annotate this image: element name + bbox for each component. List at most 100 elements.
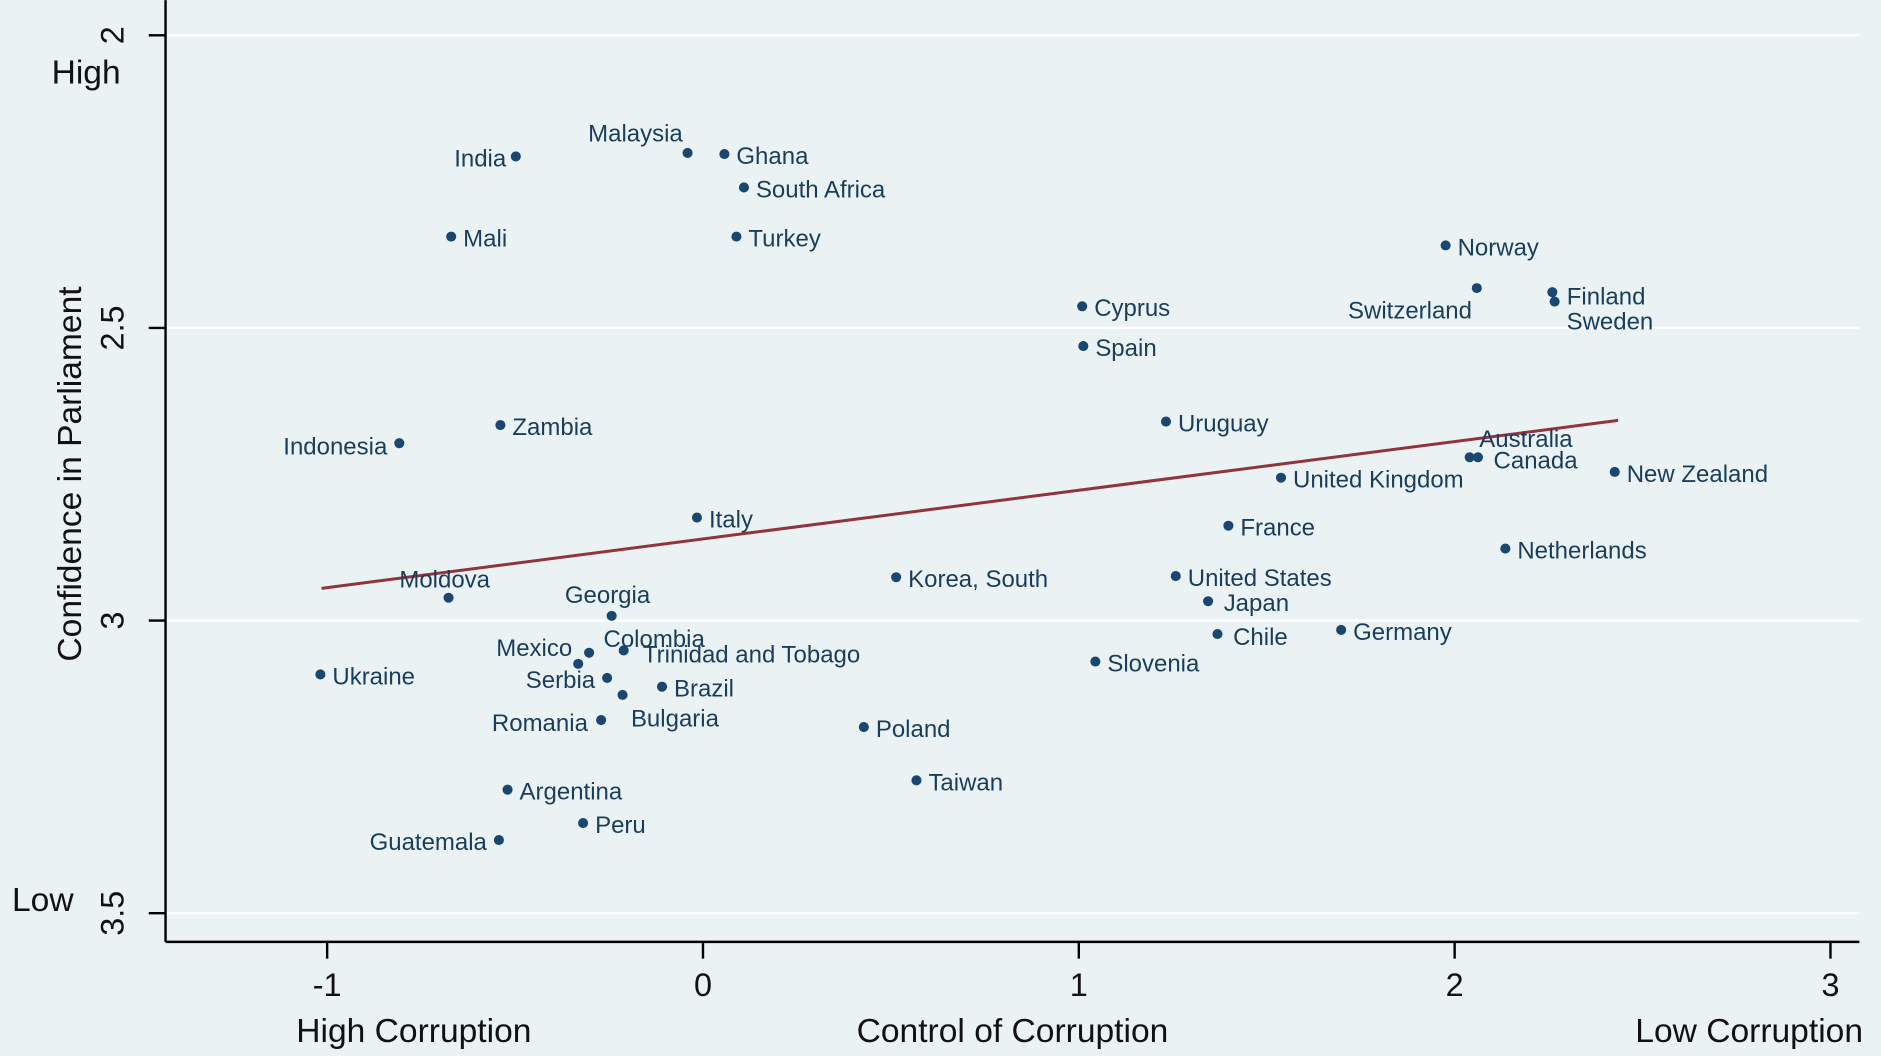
point-label: Mali <box>463 226 507 253</box>
point <box>1440 240 1451 251</box>
point-label: Uruguay <box>1178 411 1269 438</box>
point <box>1471 283 1482 294</box>
point <box>578 818 589 829</box>
point-label: Chile <box>1233 624 1288 651</box>
point <box>495 420 506 431</box>
point <box>606 610 617 621</box>
point-label: Norway <box>1458 234 1539 261</box>
point <box>394 438 405 449</box>
point-label: Cyprus <box>1094 295 1170 322</box>
point <box>1203 596 1214 607</box>
point <box>1160 416 1172 427</box>
x-tick-label: 1 <box>1070 967 1088 1003</box>
point-label: Slovenia <box>1107 650 1200 677</box>
point-label: Germany <box>1353 619 1452 646</box>
point-label: Japan <box>1224 590 1289 617</box>
x-high-annotation: Low Corruption <box>1635 1013 1863 1050</box>
point-label: Netherlands <box>1517 538 1646 565</box>
point <box>911 775 922 786</box>
point <box>1472 452 1483 463</box>
point-label: Australia <box>1479 426 1573 453</box>
point-label: Moldova <box>399 566 490 593</box>
point <box>1500 543 1511 554</box>
point-label: South Africa <box>756 176 886 203</box>
x-axis-title: Control of Corruption <box>857 1013 1169 1050</box>
x-tick-label: 2 <box>1446 967 1464 1003</box>
point-label: New Zealand <box>1627 461 1768 488</box>
point-label: Brazil <box>674 676 734 703</box>
point <box>1547 287 1558 298</box>
point-label: Malaysia <box>588 120 683 147</box>
point-label: Switzerland <box>1348 297 1472 324</box>
point <box>493 834 504 846</box>
point-label: Serbia <box>526 667 596 694</box>
point-label: India <box>454 145 507 172</box>
y-high-annotation: High <box>52 54 121 91</box>
point-label: Mexico <box>496 635 572 662</box>
point <box>618 645 629 656</box>
point-label: Spain <box>1095 335 1156 362</box>
point <box>510 151 521 162</box>
y-tick-label: 3.5 <box>95 891 131 936</box>
point-label: Guatemala <box>370 829 488 856</box>
point <box>602 672 613 683</box>
point <box>1549 296 1560 307</box>
point <box>891 572 902 583</box>
point <box>1609 466 1620 477</box>
point <box>1090 656 1101 667</box>
point <box>446 231 457 242</box>
point-label: Georgia <box>565 582 651 609</box>
point <box>443 592 454 603</box>
point-label: Taiwan <box>928 769 1003 796</box>
point <box>1275 472 1287 483</box>
x-tick-label: -1 <box>313 967 342 1003</box>
point <box>584 647 595 658</box>
x-low-annotation: High Corruption <box>296 1013 531 1050</box>
x-tick-label: 0 <box>694 967 712 1003</box>
point <box>1223 520 1234 531</box>
point-label: United Kingdom <box>1293 467 1464 494</box>
point <box>1464 452 1475 463</box>
point <box>731 231 742 242</box>
point <box>738 182 749 193</box>
y-tick-label: 2 <box>95 26 131 44</box>
point-label: Peru <box>595 812 646 839</box>
point-label: Turkey <box>748 226 820 253</box>
point-label: Trinidad and Tobago <box>643 642 860 669</box>
point-label: Poland <box>876 716 951 743</box>
point <box>719 149 730 160</box>
point <box>502 784 513 795</box>
point-label: Finland <box>1567 284 1646 311</box>
point <box>682 147 693 158</box>
point-label: United States <box>1188 565 1332 592</box>
point-label: Bulgaria <box>631 705 720 732</box>
point-label: Korea, South <box>908 566 1048 593</box>
point-label: Sweden <box>1567 309 1654 336</box>
x-tick-label: 3 <box>1821 967 1839 1003</box>
point-label: Ghana <box>736 143 809 170</box>
point <box>1170 571 1181 582</box>
point <box>691 512 703 523</box>
point <box>596 715 607 726</box>
point <box>858 722 869 733</box>
point <box>1336 624 1347 635</box>
y-tick-label: 3 <box>95 612 131 630</box>
point <box>1212 628 1223 640</box>
point <box>315 669 326 680</box>
point-label: Italy <box>709 506 753 533</box>
point <box>1077 301 1088 312</box>
point-label: Argentina <box>520 779 623 806</box>
y-low-annotation: Low <box>12 882 74 919</box>
point-label: Canada <box>1494 447 1579 474</box>
point-label: France <box>1240 515 1315 542</box>
y-axis-title: Confidence in Parliament <box>52 286 89 662</box>
y-tick-label: 2.5 <box>95 305 131 350</box>
point <box>573 658 584 669</box>
point <box>656 681 668 692</box>
point-label: Zambia <box>512 414 593 441</box>
point <box>617 689 628 700</box>
point-label: Romania <box>492 710 589 737</box>
fit-line <box>321 418 1619 590</box>
